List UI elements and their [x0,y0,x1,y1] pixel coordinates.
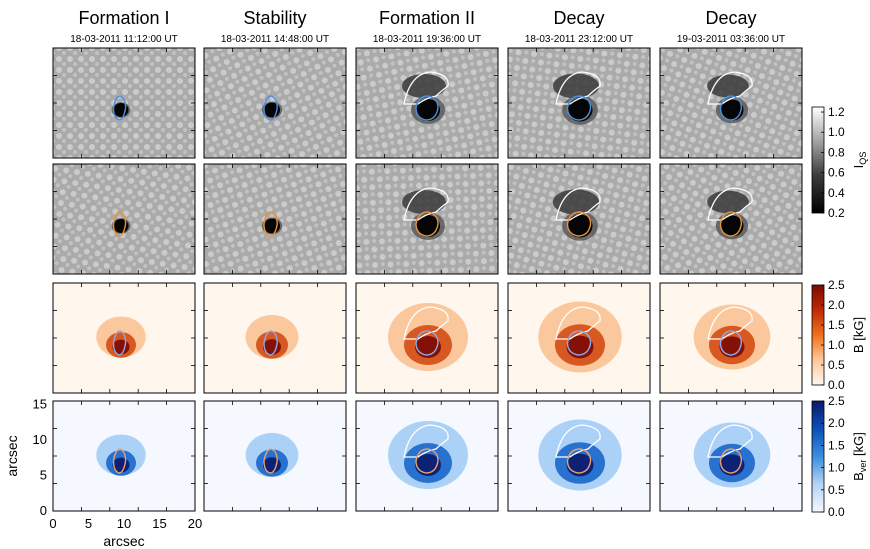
colorbar: 1.2 1.0 0.8 0.6 0.4 0.2 IQS [811,105,868,220]
x-tick-label: 20 [188,516,202,531]
colorbar-tick-label: 1.5 [828,438,845,452]
y-axis-label: arcsec [4,435,20,476]
column-title: Stability [243,8,306,28]
colorbar-tick-label: 1.0 [828,461,845,475]
colorbar-tick-label: 1.0 [828,125,845,139]
colorbar-tick-label: 0.5 [828,358,845,372]
map-panel [203,282,347,394]
colorbar-tick-label: 2.0 [828,416,845,430]
column-title: Decay [553,8,604,28]
colorbar-tick-label: 0.5 [828,483,845,497]
map-panel [355,47,499,159]
colorbar-label: B [kG] [851,317,866,353]
map-panel [52,47,196,159]
map-panel [52,282,196,394]
colorbar-tick-label: 0.4 [828,186,845,200]
colorbar-label: IQS [851,152,868,169]
colorbar-label: Bver [kG] [851,432,868,481]
colorbar-tick-label: 2.5 [828,278,845,292]
column-timestamp: 18-03-2011 14:48:00 UT [221,34,329,45]
column-timestamp: 18-03-2011 11:12:00 UT [70,34,177,45]
map-panel [203,47,347,159]
map-panel [659,163,803,275]
colorbar-tick-label: 0.0 [828,505,845,519]
x-tick-label: 5 [85,516,92,531]
colorbars: 1.2 1.0 0.8 0.6 0.4 0.2 IQS 2.5 2.0 1.5 1.0 0.5 0.0 B… [811,105,868,519]
y-tick-label: 10 [33,432,47,447]
column-title: Decay [705,8,756,28]
column-timestamp: 18-03-2011 23:12:00 UT [525,34,633,45]
colorbar-tick-label: 0.2 [828,206,845,220]
colorbar-tick-label: 1.5 [828,318,845,332]
column-timestamp: 18-03-2011 19:36:00 UT [373,34,481,45]
map-panel [355,282,499,394]
column-title: Formation II [379,8,475,28]
axes-annotations: 0 5 10 15 20 15 10 5 0 arcsec arcsec [4,397,202,549]
map-panel [659,400,803,512]
colorbar: 2.5 2.0 1.5 1.0 0.5 0.0 Bver [kG] [811,394,868,519]
map-panel [355,163,499,275]
colorbar-tick-label: 0.6 [828,166,845,180]
y-tick-label: 15 [33,397,47,412]
colorbar-tick-label: 2.0 [828,298,845,312]
y-tick-label: 0 [40,503,47,518]
colorbar-tick-label: 1.2 [828,105,845,119]
map-panel [659,47,803,159]
colorbar-tick-label: 0.0 [828,378,845,392]
map-panel [659,282,803,394]
map-panel [52,163,196,275]
map-panel [52,400,196,512]
x-tick-label: 10 [117,516,131,531]
colorbar: 2.5 2.0 1.5 1.0 0.5 0.0 B [kG] [811,278,866,392]
x-tick-label: 0 [49,516,56,531]
colorbar-tick-label: 2.5 [828,394,845,408]
map-panel [507,47,651,159]
map-panel [203,163,347,275]
map-panel [507,282,651,394]
map-panel [507,400,651,512]
panel-grid [52,47,803,512]
column-titles: Formation I 18-03-2011 11:12:00 UT Stabili… [70,8,785,45]
map-panel [355,400,499,512]
colorbar-tick-label: 1.0 [828,338,845,352]
column-timestamp: 19-03-2011 03:36:00 UT [677,34,785,45]
x-tick-label: 15 [152,516,166,531]
map-panel [507,163,651,275]
column-title: Formation I [78,8,169,28]
x-axis-label: arcsec [103,533,144,549]
map-panel [203,400,347,512]
y-tick-label: 5 [40,468,47,483]
colorbar-tick-label: 0.8 [828,145,845,159]
